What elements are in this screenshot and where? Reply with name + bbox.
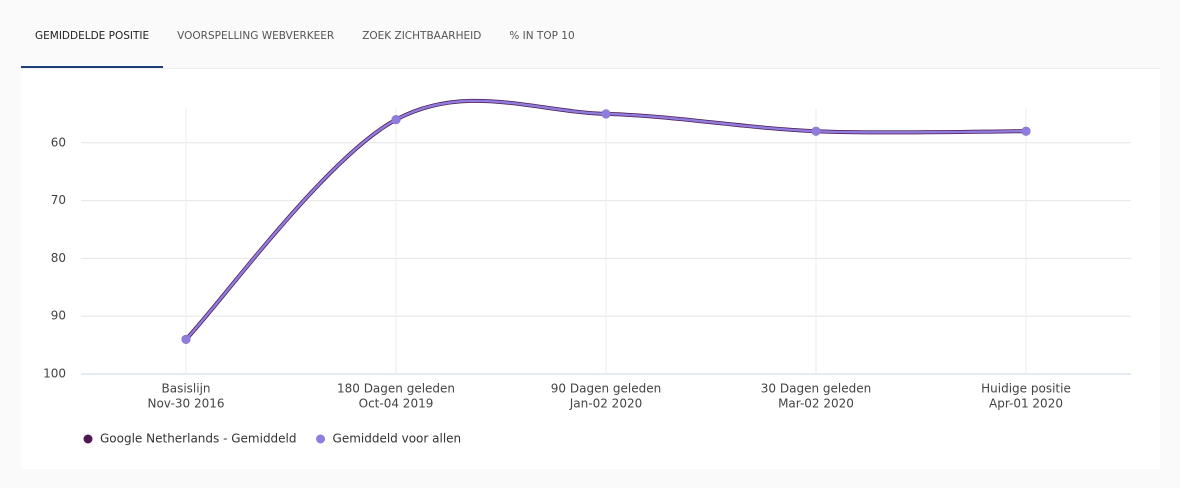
x-tick-label: Mar-02 2020 bbox=[778, 397, 854, 411]
x-tick-label: Apr-01 2020 bbox=[989, 397, 1063, 411]
tab[interactable]: ZOEK ZICHTBAARHEID bbox=[362, 30, 482, 42]
x-tick-label: Oct-04 2019 bbox=[359, 397, 434, 411]
data-point bbox=[391, 115, 401, 125]
legend-label: Google Netherlands - Gemiddeld bbox=[100, 432, 297, 446]
x-tick-label: 180 Dagen geleden bbox=[337, 382, 455, 396]
legend-marker bbox=[316, 434, 326, 444]
x-tick-label: Jan-02 2020 bbox=[569, 397, 642, 411]
legend-label: Gemiddeld voor allen bbox=[333, 432, 462, 446]
x-tick-label: 90 Dagen geleden bbox=[551, 382, 661, 396]
data-point bbox=[181, 334, 191, 344]
x-tick-label: 30 Dagen geleden bbox=[761, 382, 871, 396]
data-point bbox=[601, 109, 611, 119]
legend-marker bbox=[83, 434, 93, 444]
series-line bbox=[185, 99, 1027, 341]
x-tick-label: Nov-30 2016 bbox=[147, 397, 224, 411]
x-tick-label: Huidige positie bbox=[981, 382, 1071, 396]
tab[interactable]: VOORSPELLING WEBVERKEER bbox=[177, 30, 335, 42]
y-tick-label: 70 bbox=[51, 193, 66, 207]
y-tick-label: 100 bbox=[43, 367, 66, 381]
chart-panel bbox=[21, 68, 1160, 469]
data-point bbox=[811, 126, 821, 136]
x-tick-label: Basislijn bbox=[161, 382, 210, 396]
tab-bar: GEMIDDELDE POSITIE VOORSPELLING WEBVERKE… bbox=[21, 0, 589, 69]
y-tick-label: 80 bbox=[51, 251, 66, 265]
tab[interactable]: GEMIDDELDE POSITIE bbox=[21, 0, 164, 69]
y-tick-label: 60 bbox=[51, 135, 66, 149]
tab[interactable]: % IN TOP 10 bbox=[509, 30, 575, 42]
y-tick-label: 90 bbox=[51, 309, 66, 323]
data-point bbox=[1021, 126, 1031, 136]
